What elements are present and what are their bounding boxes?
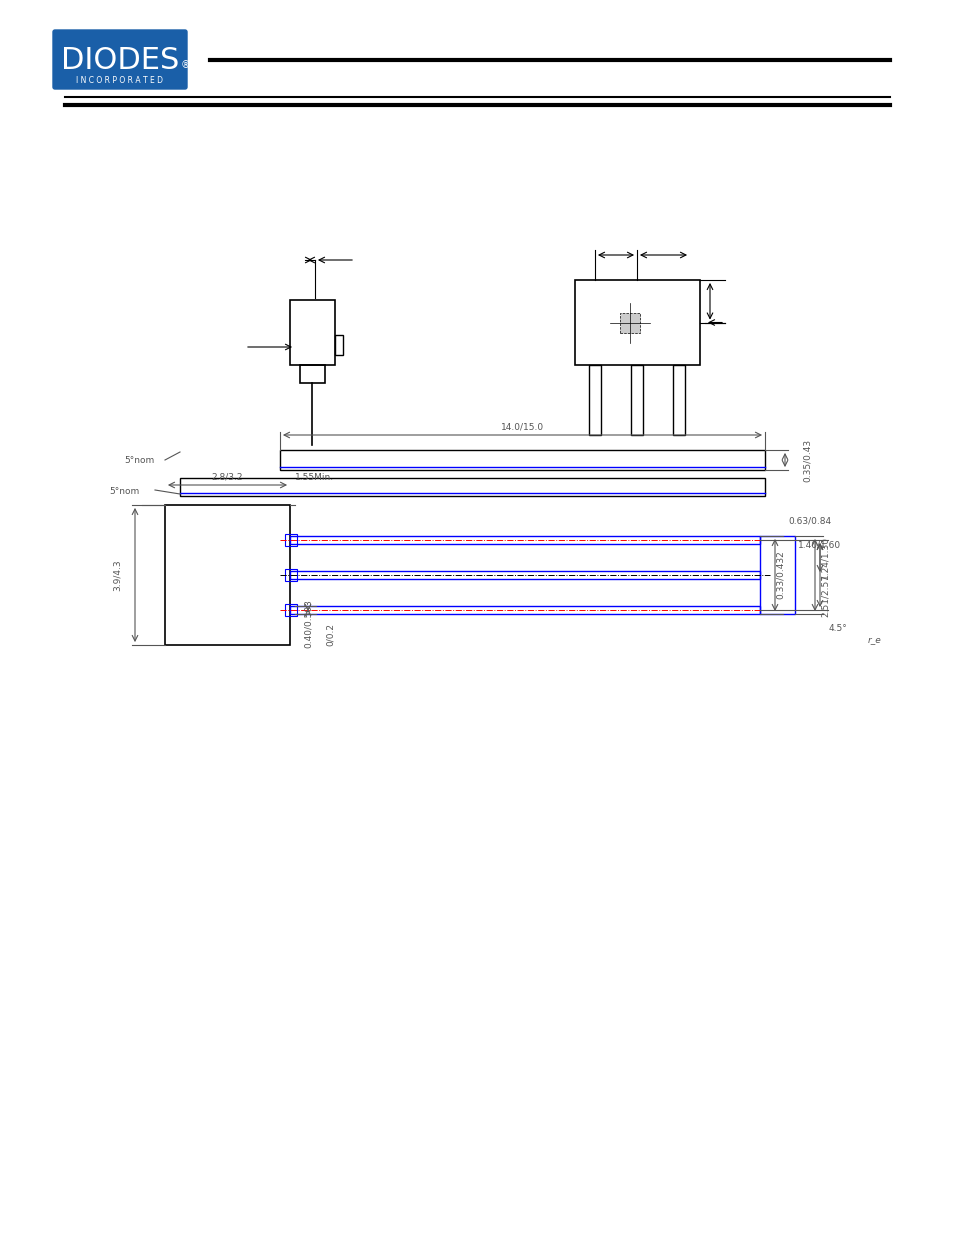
Text: 0.33/0.432: 0.33/0.432 bbox=[775, 551, 783, 599]
Bar bbox=[285, 534, 296, 546]
Text: 4.5°: 4.5° bbox=[828, 624, 846, 632]
Bar bbox=[165, 505, 290, 645]
Bar bbox=[619, 312, 639, 332]
Text: 1.55Min.: 1.55Min. bbox=[295, 473, 335, 482]
Bar bbox=[290, 571, 760, 579]
Text: r_e: r_e bbox=[867, 636, 881, 645]
Text: 5°nom: 5°nom bbox=[125, 456, 154, 464]
Text: 2.8/3.2: 2.8/3.2 bbox=[212, 473, 243, 482]
Bar bbox=[285, 604, 296, 616]
Bar bbox=[290, 606, 760, 614]
Text: 0.63/0.84: 0.63/0.84 bbox=[787, 516, 831, 526]
Text: DIODES: DIODES bbox=[61, 46, 179, 74]
Bar bbox=[335, 335, 343, 354]
Text: 3.9/4.3: 3.9/4.3 bbox=[112, 559, 121, 590]
Text: 5°nom: 5°nom bbox=[110, 487, 140, 495]
Bar bbox=[630, 366, 642, 435]
Text: 14.0/15.0: 14.0/15.0 bbox=[500, 422, 543, 431]
Bar bbox=[285, 569, 296, 580]
Text: 2.51/2.57: 2.51/2.57 bbox=[820, 573, 828, 616]
Bar bbox=[588, 366, 600, 435]
Bar bbox=[180, 478, 764, 496]
Bar bbox=[672, 366, 684, 435]
Text: 0.40/0.503: 0.40/0.503 bbox=[303, 599, 313, 648]
Bar bbox=[575, 280, 700, 366]
Text: 1.40/1.60: 1.40/1.60 bbox=[798, 541, 841, 550]
Bar bbox=[760, 536, 794, 614]
Text: ®: ® bbox=[181, 61, 191, 70]
Text: 0.35/0.43: 0.35/0.43 bbox=[801, 438, 811, 482]
Bar bbox=[290, 536, 760, 543]
Bar bbox=[299, 366, 325, 383]
Bar bbox=[290, 300, 335, 366]
FancyBboxPatch shape bbox=[53, 30, 187, 89]
Text: 0/0.2: 0/0.2 bbox=[325, 622, 335, 646]
Text: I N C O R P O R A T E D: I N C O R P O R A T E D bbox=[76, 75, 163, 84]
Bar bbox=[280, 450, 764, 471]
Text: 1.24/1.30: 1.24/1.30 bbox=[820, 536, 828, 579]
